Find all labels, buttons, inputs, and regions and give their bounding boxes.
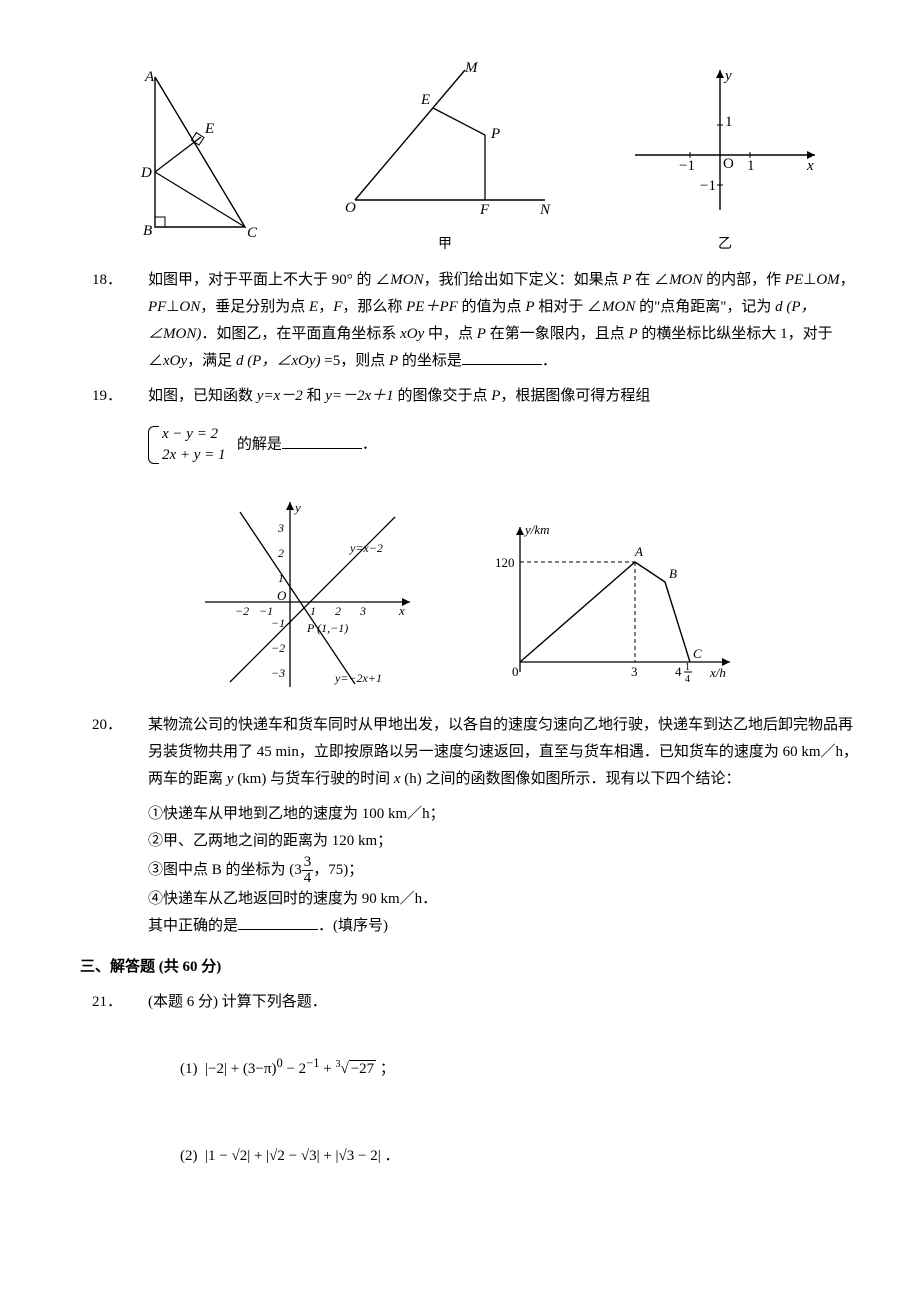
q21-sub2: (2) |1 − √2| + |√2 − √3| + |√3 − 2| ．: [180, 1143, 860, 1170]
svg-text:120: 120: [495, 555, 515, 570]
equation-system: x − y = 2 2x + y = 1: [148, 424, 226, 466]
svg-text:x: x: [398, 603, 405, 618]
figure-18-yi: y x O −1 1 1 −1 乙: [625, 60, 825, 257]
axis-y: y: [723, 68, 732, 84]
figure-row-top: A B C D E M E P O F N 甲: [80, 60, 860, 257]
origin-O: O: [723, 156, 734, 172]
label-M: M: [464, 60, 479, 76]
question-19: 19．如图，已知函数 y=x－2 和 y=－2x＋1 的图像交于点 P，根据图像…: [120, 383, 860, 410]
eq-line-1: x − y = 2: [162, 424, 226, 445]
tick-yp1: 1: [725, 114, 733, 130]
svg-text:O: O: [277, 588, 287, 603]
svg-fig3: y x O −1 1 1 −1: [625, 60, 825, 220]
chart-q19-left: −2 −1 1 2 3 1 2 3 −1 −2 −3 O x y y=x−2 y…: [195, 492, 425, 702]
chart-q19-right: 120 0 3 4 1 4 x/h y/km A B C: [485, 512, 745, 702]
svg-text:3: 3: [359, 604, 366, 618]
svg-fig2: M E P O F N: [335, 60, 555, 220]
svg-text:A: A: [634, 544, 643, 559]
question-18: 18．如图甲，对于平面上不大于 90° 的 ∠MON，我们给出如下定义：如果点 …: [120, 267, 860, 375]
svg-q19-right: 120 0 3 4 1 4 x/h y/km A B C: [485, 512, 745, 692]
q19-number: 19．: [120, 383, 148, 410]
label-P: P: [490, 126, 500, 142]
stmt-2: ②甲、乙两地之间的距离为 120 km；: [148, 828, 860, 855]
tick-p1: 1: [747, 158, 755, 174]
q20-number: 20．: [120, 712, 148, 739]
question-20: 20．某物流公司的快递车和货车同时从甲地出发，以各自的速度匀速向乙地行驶，快递车…: [120, 712, 860, 793]
label-E2: E: [420, 92, 430, 108]
svg-text:1: 1: [278, 571, 284, 585]
svg-text:y=−2x+1: y=−2x+1: [334, 671, 382, 685]
svg-text:B: B: [669, 566, 677, 581]
label-A: A: [144, 69, 155, 85]
svg-text:2: 2: [278, 546, 284, 560]
svg-text:P (1,−1): P (1,−1): [306, 621, 348, 635]
q21-number: 21．: [120, 989, 148, 1016]
q18-number: 18．: [120, 267, 148, 294]
svg-fig1: A B C D E: [115, 67, 265, 247]
svg-text:y: y: [293, 500, 301, 515]
figure-row-q19: −2 −1 1 2 3 1 2 3 −1 −2 −3 O x y y=x−2 y…: [80, 492, 860, 702]
svg-text:−2: −2: [271, 641, 285, 655]
blank-q19[interactable]: [282, 433, 362, 449]
label-B: B: [143, 223, 152, 239]
figure-18-jia: M E P O F N 甲: [335, 60, 555, 257]
label-O: O: [345, 200, 356, 216]
axis-x: x: [806, 158, 814, 174]
svg-text:−3: −3: [271, 666, 285, 680]
svg-text:2: 2: [335, 604, 341, 618]
section-3-heading: 三、解答题 (共 60 分): [80, 954, 860, 981]
caption-jia: 甲: [335, 232, 555, 257]
stmt-3: ③图中点 B 的坐标为 (334，75)；: [148, 855, 860, 886]
question-21: 21．(本题 6 分) 计算下列各题．: [120, 989, 860, 1016]
q21-sub1-expr: |−2| + (3−π)0 − 2−1 + 3√−27 ；: [205, 1061, 395, 1077]
svg-text:1: 1: [685, 662, 690, 673]
stmt-1: ①快递车从甲地到乙地的速度为 100 km／h；: [148, 801, 860, 828]
svg-text:1: 1: [310, 604, 316, 618]
svg-text:y=x−2: y=x−2: [349, 541, 383, 555]
q19-equation-row: x − y = 2 2x + y = 1 的解是．: [148, 418, 860, 472]
tick-ym1: −1: [700, 178, 716, 194]
label-C: C: [247, 225, 258, 241]
svg-text:C: C: [693, 646, 702, 661]
svg-text:−1: −1: [271, 616, 285, 630]
blank-q18[interactable]: [462, 349, 542, 365]
label-E: E: [204, 121, 214, 137]
svg-text:4: 4: [685, 674, 690, 685]
svg-text:3: 3: [631, 664, 638, 679]
eq-line-2: 2x + y = 1: [162, 445, 226, 466]
label-N: N: [539, 202, 551, 218]
blank-q20[interactable]: [238, 914, 318, 930]
svg-text:y/km: y/km: [523, 522, 550, 537]
label-F: F: [479, 202, 490, 218]
figure-17-1: A B C D E: [115, 67, 265, 257]
svg-text:x/h: x/h: [709, 665, 726, 680]
tick-m1: −1: [679, 158, 695, 174]
q21-sub1: (1) |−2| + (3−π)0 − 2−1 + 3√−27 ；: [180, 1052, 860, 1083]
label-D: D: [140, 165, 152, 181]
svg-text:−2: −2: [235, 604, 249, 618]
svg-text:0: 0: [512, 664, 519, 679]
svg-text:3: 3: [277, 521, 284, 535]
q20-statements: ①快递车从甲地到乙地的速度为 100 km／h； ②甲、乙两地之间的距离为 12…: [148, 801, 860, 940]
svg-q19-left: −2 −1 1 2 3 1 2 3 −1 −2 −3 O x y y=x−2 y…: [195, 492, 425, 692]
stmt-4: ④快递车从乙地返回时的速度为 90 km／h．: [148, 886, 860, 913]
q20-tail: 其中正确的是．(填序号): [148, 913, 860, 940]
svg-text:4: 4: [675, 664, 682, 679]
caption-yi: 乙: [625, 232, 825, 257]
q21-sub2-expr: |1 − √2| + |√2 − √3| + |√3 − 2| ．: [205, 1148, 400, 1164]
